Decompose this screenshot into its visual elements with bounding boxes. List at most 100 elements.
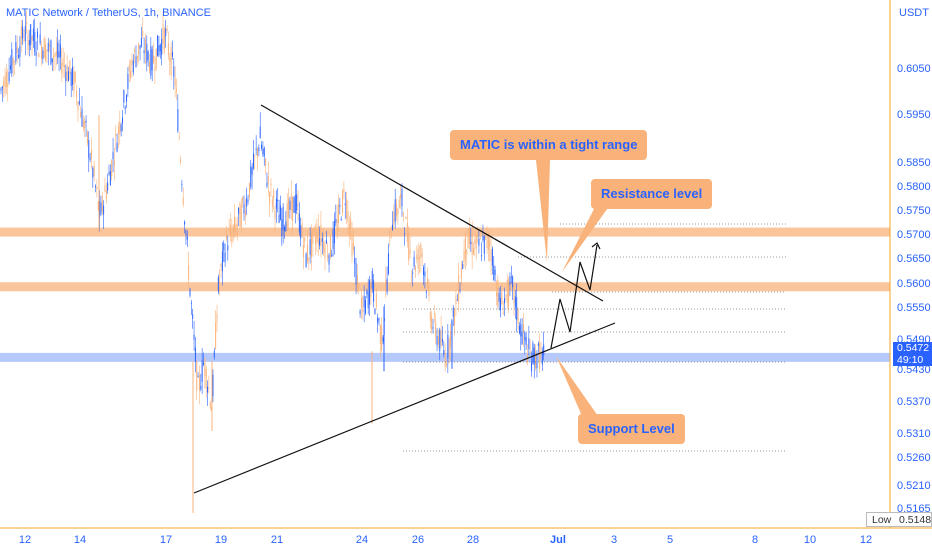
candle-body bbox=[448, 339, 450, 355]
candle-body bbox=[108, 172, 110, 175]
candles-layer bbox=[0, 11, 545, 513]
candle-body bbox=[174, 78, 176, 87]
candle-body bbox=[255, 148, 257, 151]
candle-body bbox=[177, 109, 179, 132]
candle-body bbox=[416, 254, 418, 260]
projection-arrowhead bbox=[591, 242, 601, 250]
candle-body bbox=[521, 331, 523, 345]
candle-body bbox=[412, 272, 414, 274]
candle-body bbox=[11, 49, 13, 74]
low-label: Low bbox=[872, 514, 892, 526]
range-callout[interactable]: MATIC is within a tight range bbox=[450, 130, 648, 160]
candle-body bbox=[158, 45, 160, 56]
candle-body bbox=[20, 26, 22, 46]
candle-body bbox=[508, 280, 510, 307]
candle-body bbox=[128, 65, 130, 72]
candle-body bbox=[58, 51, 60, 58]
candle-body bbox=[73, 71, 75, 91]
candle-body bbox=[155, 48, 157, 68]
support-callout-pointer bbox=[556, 356, 598, 416]
candle-body bbox=[130, 71, 132, 78]
candle-body bbox=[425, 291, 427, 293]
candle-body bbox=[19, 46, 21, 57]
candle-body bbox=[385, 280, 387, 288]
candle-body bbox=[335, 219, 337, 223]
candle-body bbox=[375, 293, 377, 307]
candle-body bbox=[39, 34, 41, 44]
candle-body bbox=[327, 254, 329, 258]
price-tick-label: 0.5430 bbox=[897, 364, 931, 376]
candle-body bbox=[192, 314, 194, 319]
candle-body bbox=[68, 71, 69, 82]
candle-body bbox=[96, 187, 98, 190]
time-tick-label: 12 bbox=[860, 534, 872, 546]
candle-body bbox=[248, 182, 250, 198]
candle-body bbox=[540, 347, 542, 349]
candle-body bbox=[251, 167, 253, 175]
candle-body bbox=[428, 286, 430, 297]
candle-body bbox=[38, 53, 40, 58]
candle-body bbox=[524, 332, 526, 341]
candle-body bbox=[136, 55, 138, 59]
time-axis[interactable]: 12 14 17 19 21 24 26 28 Jul 3 5 8 10 12 bbox=[0, 527, 932, 546]
time-tick-label: 26 bbox=[412, 534, 424, 546]
candle-body bbox=[243, 203, 245, 214]
candle-body bbox=[444, 352, 446, 367]
candle-body bbox=[495, 292, 497, 297]
candle-body bbox=[35, 51, 37, 56]
candle-body bbox=[144, 39, 146, 53]
price-axis[interactable]: USDT 0.6050 0.5950 0.5850 0.5800 0.5750 0.5700… bbox=[889, 0, 931, 528]
candle-body bbox=[203, 362, 204, 365]
candle-body bbox=[34, 31, 36, 52]
candle-body bbox=[510, 276, 512, 278]
candle-body bbox=[485, 234, 487, 236]
candle-body bbox=[417, 248, 419, 269]
candle-body bbox=[289, 200, 291, 210]
resistance-callout[interactable]: Resistance level bbox=[591, 179, 713, 209]
price-tick-label: 0.5650 bbox=[897, 253, 931, 265]
candle-body bbox=[397, 208, 399, 215]
candle-body bbox=[181, 183, 183, 185]
candle-body bbox=[371, 270, 373, 289]
candle-body bbox=[423, 267, 425, 276]
candle-body bbox=[101, 195, 103, 212]
time-tick-label: 28 bbox=[467, 534, 479, 546]
candle-body bbox=[466, 249, 468, 255]
candle-body bbox=[220, 263, 222, 268]
candle-body bbox=[263, 147, 265, 157]
price-tick-label: 0.5700 bbox=[897, 229, 931, 241]
candle-body bbox=[352, 243, 354, 251]
candle-body bbox=[468, 229, 470, 245]
candle-body bbox=[344, 203, 346, 206]
candle-body bbox=[171, 52, 173, 57]
candle-body bbox=[436, 335, 438, 346]
candle-body bbox=[288, 198, 290, 217]
candle-body bbox=[350, 218, 352, 229]
candle-body bbox=[198, 375, 200, 391]
candle-body bbox=[537, 343, 539, 346]
candle-body bbox=[333, 221, 335, 244]
candle-body bbox=[328, 255, 330, 265]
candle-body bbox=[459, 289, 461, 292]
candle-body bbox=[498, 292, 500, 302]
candle-body bbox=[135, 56, 137, 67]
candle-body bbox=[146, 43, 148, 63]
candle-body bbox=[99, 201, 101, 218]
candle-body bbox=[213, 351, 215, 358]
candle-body bbox=[147, 51, 149, 60]
time-tick-label: 21 bbox=[271, 534, 283, 546]
candle-body bbox=[215, 322, 217, 349]
candle-body bbox=[265, 158, 267, 166]
candle-body bbox=[532, 342, 534, 364]
candle-body bbox=[162, 24, 164, 44]
candle-body bbox=[487, 234, 489, 251]
support-callout[interactable]: Support Level bbox=[578, 414, 685, 444]
price-tick-label: 0.5600 bbox=[897, 278, 931, 290]
candle-body bbox=[431, 316, 433, 331]
candle-body bbox=[382, 337, 384, 342]
trendlines bbox=[193, 104, 616, 494]
candle-body bbox=[441, 339, 443, 342]
candle-body bbox=[93, 165, 95, 177]
candle-body bbox=[343, 188, 345, 192]
